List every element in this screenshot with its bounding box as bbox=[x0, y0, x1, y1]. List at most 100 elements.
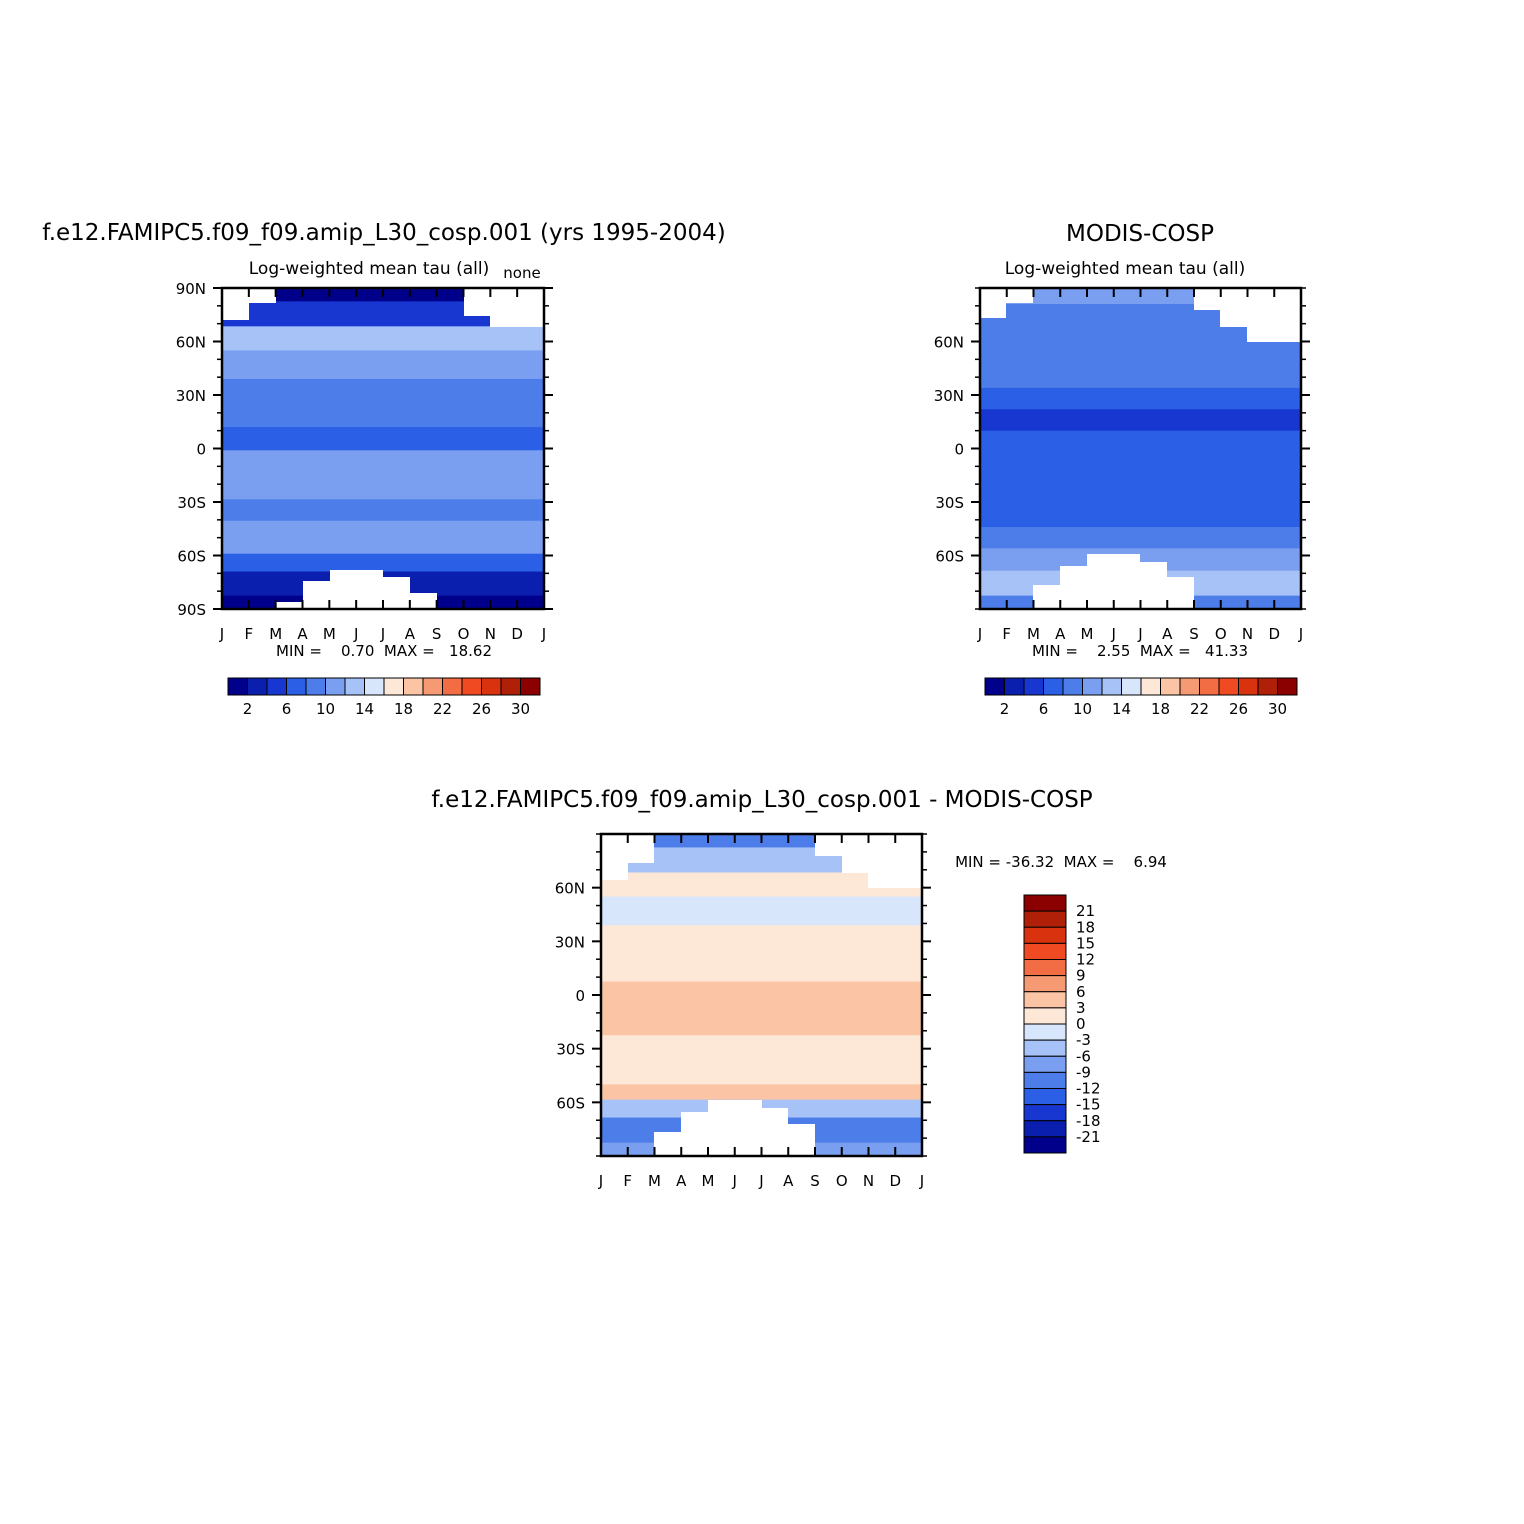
panel-obs-missing-mask bbox=[980, 288, 1301, 609]
panel-diff-stats: MIN = -36.32 MAX = 6.94 bbox=[955, 853, 1167, 871]
panel-obs-title: MODIS-COSP bbox=[1066, 221, 1214, 247]
field-band bbox=[601, 1084, 922, 1101]
x-tick-label: M bbox=[323, 625, 336, 643]
x-tick-label: J bbox=[380, 625, 385, 643]
colorbar-swatch bbox=[286, 677, 307, 696]
colorbar-swatch bbox=[481, 677, 502, 696]
field-band bbox=[601, 1008, 922, 1036]
x-tick-label: M bbox=[269, 625, 282, 643]
colorbar-label: 3 bbox=[1076, 999, 1086, 1017]
colorbar-label: 22 bbox=[433, 700, 452, 718]
x-tick-label: J bbox=[1111, 625, 1116, 643]
y-tick-label: 30N bbox=[934, 387, 964, 405]
colorbar-label: -21 bbox=[1076, 1128, 1101, 1146]
panel-model-units: none bbox=[503, 264, 540, 282]
colorbar-label: 14 bbox=[355, 700, 374, 718]
colorbar-swatch bbox=[1023, 1039, 1067, 1057]
colorbar-swatch bbox=[1101, 677, 1122, 696]
x-tick-label: A bbox=[1055, 625, 1066, 643]
y-tick-label: 60N bbox=[555, 880, 585, 898]
colorbar-label: 2 bbox=[243, 700, 253, 718]
colorbar-swatch bbox=[1023, 1120, 1067, 1138]
x-tick-label: D bbox=[1268, 625, 1280, 643]
x-tick-label: D bbox=[511, 625, 523, 643]
field-band bbox=[980, 548, 1301, 572]
colorbar-swatch bbox=[1023, 975, 1067, 993]
colorbar-swatch bbox=[1023, 677, 1044, 696]
colorbar-label: -12 bbox=[1076, 1080, 1101, 1098]
field-band bbox=[601, 981, 922, 1010]
colorbar-swatch bbox=[1023, 942, 1067, 960]
colorbar-label: 6 bbox=[282, 700, 292, 718]
field-band bbox=[222, 350, 544, 380]
panel-model-subtitle: Log-weighted mean tau (all) bbox=[249, 259, 489, 279]
field-band bbox=[222, 538, 544, 555]
mask-region bbox=[276, 570, 437, 609]
colorbar-label: 18 bbox=[394, 700, 413, 718]
colorbar-swatch bbox=[403, 677, 424, 696]
colorbar-label: 18 bbox=[1076, 918, 1095, 936]
mask-region bbox=[815, 834, 922, 888]
x-tick-label: O bbox=[458, 625, 470, 643]
colorbar-swatch bbox=[1023, 1055, 1067, 1073]
colorbar-swatch bbox=[325, 677, 346, 696]
y-tick-label: 90S bbox=[177, 601, 206, 619]
x-tick-label: A bbox=[297, 625, 308, 643]
colorbar-label: -15 bbox=[1076, 1096, 1101, 1114]
x-tick-label: S bbox=[432, 625, 442, 643]
colorbar-label: 26 bbox=[472, 700, 491, 718]
colorbar-swatch bbox=[461, 677, 482, 696]
colorbar-swatch bbox=[247, 677, 268, 696]
colorbar-swatch bbox=[442, 677, 463, 696]
field-band bbox=[222, 499, 544, 522]
colorbar-label: 12 bbox=[1076, 951, 1095, 969]
mask-region bbox=[464, 288, 544, 327]
y-tick-label: 30S bbox=[556, 1041, 585, 1059]
x-tick-label: S bbox=[810, 1172, 820, 1190]
x-tick-label: F bbox=[245, 625, 254, 643]
panel-model-colorbar: 2 6 10 14 18 22 26 30 bbox=[227, 677, 541, 718]
colorbar-swatch bbox=[1023, 1088, 1067, 1106]
x-tick-label: N bbox=[1242, 625, 1253, 643]
y-tick-label: 30N bbox=[555, 933, 585, 951]
y-tick-label: 60S bbox=[177, 548, 206, 566]
colorbar-swatch bbox=[1023, 910, 1067, 928]
y-tick-label: 60N bbox=[934, 334, 964, 352]
x-tick-label: A bbox=[783, 1172, 794, 1190]
y-tick-label: 0 bbox=[954, 441, 964, 459]
x-tick-label: S bbox=[1189, 625, 1199, 643]
colorbar-label: 30 bbox=[511, 700, 530, 718]
x-tick-label: A bbox=[405, 625, 416, 643]
x-tick-label: A bbox=[676, 1172, 687, 1190]
colorbar-label: -6 bbox=[1076, 1047, 1091, 1065]
field-band bbox=[222, 475, 544, 500]
colorbar-swatch bbox=[1023, 894, 1067, 912]
colorbar-label: 22 bbox=[1190, 700, 1209, 718]
colorbar-swatch bbox=[1043, 677, 1064, 696]
colorbar-swatch bbox=[305, 677, 326, 696]
panel-diff-missing-mask bbox=[601, 834, 922, 1156]
panel-model-missing-mask bbox=[222, 288, 544, 609]
colorbar-label: 10 bbox=[1073, 700, 1092, 718]
colorbar-swatch bbox=[266, 677, 287, 696]
mask-region bbox=[1033, 554, 1194, 609]
x-tick-label: F bbox=[623, 1172, 632, 1190]
field-band bbox=[980, 409, 1301, 432]
colorbar-label: 9 bbox=[1076, 967, 1086, 985]
panel-model: f.e12.FAMIPC5.f09_f09.amip_L30_cosp.001 … bbox=[42, 220, 725, 718]
colorbar-label: -9 bbox=[1076, 1063, 1091, 1081]
colorbar-swatch bbox=[1121, 677, 1142, 696]
colorbar-label: -18 bbox=[1076, 1112, 1101, 1130]
colorbar-label: 6 bbox=[1076, 983, 1086, 1001]
colorbar-swatch bbox=[1023, 991, 1067, 1009]
field-band bbox=[601, 1062, 922, 1086]
colorbar-label: 0 bbox=[1076, 1015, 1086, 1033]
y-tick-label: 60S bbox=[935, 548, 964, 566]
field-band bbox=[601, 925, 922, 956]
field-band bbox=[222, 520, 544, 540]
x-tick-label: A bbox=[1162, 625, 1173, 643]
colorbar-swatch bbox=[1023, 1007, 1067, 1025]
colorbar-swatch bbox=[1023, 1104, 1067, 1122]
